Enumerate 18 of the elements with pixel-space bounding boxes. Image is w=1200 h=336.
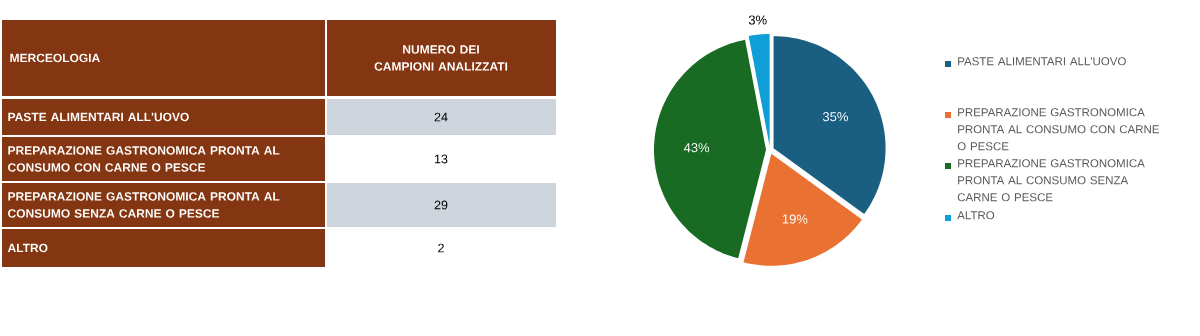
legend-label: PREPARAZIONE GASTRONOMICA PRONTA AL CONSUMO SENZA CARNE O PESCE — [957, 159, 1145, 202]
data-label: 29 — [434, 200, 448, 210]
category-label: PREPARAZIONE GASTRONOMICA PRONTA AL CONSUMO SENZA CARNE O PESCE — [8, 192, 280, 218]
category-label: PREPARAZIONE GASTRONOMICA PRONTA AL CONSUMO CON CARNE O PESCE — [8, 146, 280, 172]
data-label: 2 — [438, 243, 444, 253]
data-label: 3% — [748, 15, 767, 25]
category-label: ALTRO — [7, 243, 48, 253]
text: NUMERO DEI CAMPIONI ANALIZZATI — [374, 45, 508, 71]
legend-label: PREPARAZIONE GASTRONOMICA PRONTA AL CONSUMO CON CARNE O PESCE — [957, 108, 1159, 151]
legend-label: ALTRO — [957, 211, 995, 220]
data-label: 13 — [435, 154, 448, 164]
category-label: PASTE ALIMENTARI ALL'UOVO — [8, 112, 189, 122]
data-label: 24 — [434, 112, 448, 122]
data-label: 35% — [822, 112, 848, 122]
text: MERCEOLOGIA — [10, 53, 100, 63]
data-label: 19% — [782, 214, 808, 224]
data-label: 43% — [683, 143, 710, 153]
legend-label: PASTE ALIMENTARI ALL'UOVO — [958, 57, 1126, 66]
